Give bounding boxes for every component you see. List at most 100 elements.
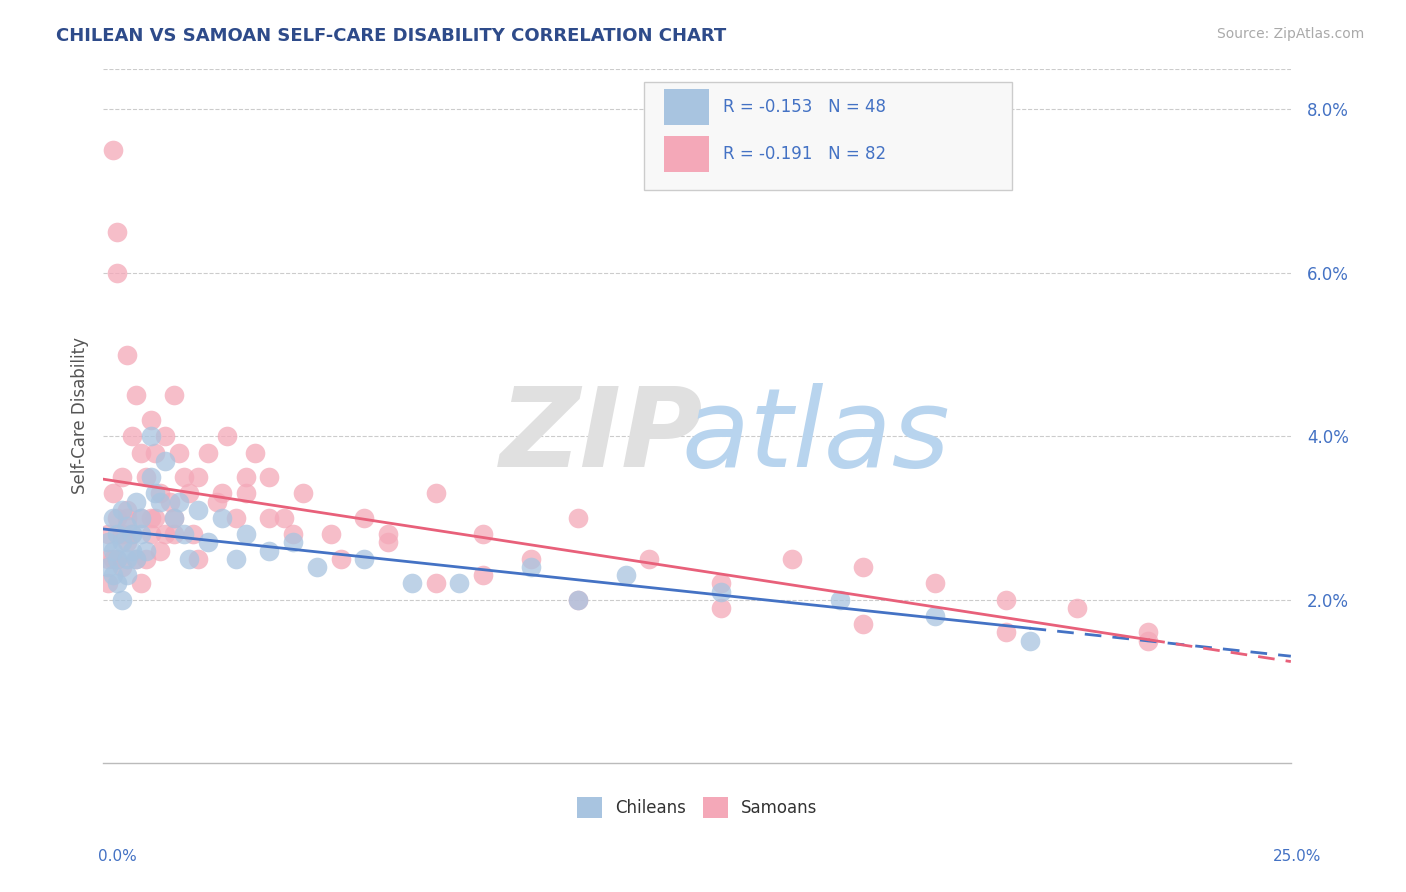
Point: [177, 551, 200, 566]
Point: [828, 592, 851, 607]
Point: [105, 576, 128, 591]
Point: [211, 486, 233, 500]
Text: R = -0.153   N = 48: R = -0.153 N = 48: [723, 98, 886, 117]
Point: [105, 225, 128, 239]
Point: [425, 576, 447, 591]
Point: [638, 551, 661, 566]
Point: [153, 527, 176, 541]
Point: [97, 551, 120, 566]
Point: [273, 511, 295, 525]
Point: [167, 494, 190, 508]
Point: [139, 511, 162, 525]
Point: [614, 568, 637, 582]
Point: [994, 625, 1017, 640]
Point: [187, 503, 209, 517]
Point: [101, 543, 124, 558]
Point: [305, 560, 328, 574]
Point: [97, 560, 120, 574]
Point: [101, 143, 124, 157]
Text: 25.0%: 25.0%: [1274, 849, 1322, 864]
Point: [225, 551, 247, 566]
Point: [111, 560, 134, 574]
Legend: Chileans, Samoans: Chileans, Samoans: [569, 790, 824, 824]
Point: [163, 527, 186, 541]
Point: [149, 486, 172, 500]
Point: [567, 592, 589, 607]
Point: [149, 494, 172, 508]
Point: [129, 511, 152, 525]
Point: [159, 494, 181, 508]
Point: [211, 511, 233, 525]
Point: [111, 470, 134, 484]
Text: 0.0%: 0.0%: [98, 849, 138, 864]
Point: [125, 551, 148, 566]
Point: [101, 486, 124, 500]
Point: [153, 429, 176, 443]
Point: [994, 592, 1017, 607]
Point: [259, 511, 281, 525]
Point: [121, 527, 143, 541]
Point: [121, 543, 143, 558]
Point: [135, 551, 157, 566]
Bar: [664, 136, 709, 172]
Point: [852, 617, 875, 632]
Point: [1137, 633, 1160, 648]
Point: [111, 592, 134, 607]
Point: [125, 388, 148, 402]
Point: [105, 527, 128, 541]
Point: [235, 470, 257, 484]
Text: Source: ZipAtlas.com: Source: ZipAtlas.com: [1216, 27, 1364, 41]
Point: [153, 454, 176, 468]
Point: [139, 429, 162, 443]
Point: [472, 527, 495, 541]
Point: [139, 413, 162, 427]
Point: [97, 576, 120, 591]
Point: [329, 551, 352, 566]
Point: [353, 551, 375, 566]
Point: [215, 429, 238, 443]
Point: [101, 551, 124, 566]
Point: [353, 511, 375, 525]
Point: [197, 535, 219, 549]
Point: [235, 486, 257, 500]
Point: [710, 600, 733, 615]
Point: [115, 503, 138, 517]
Point: [924, 609, 946, 624]
Point: [115, 535, 138, 549]
Point: [243, 445, 266, 459]
Text: ZIP: ZIP: [501, 384, 704, 491]
Point: [449, 576, 471, 591]
Point: [177, 486, 200, 500]
Point: [197, 445, 219, 459]
Point: [259, 543, 281, 558]
Point: [163, 388, 186, 402]
Point: [291, 486, 314, 500]
Point: [115, 551, 138, 566]
Point: [97, 535, 120, 549]
Point: [121, 429, 143, 443]
Point: [105, 551, 128, 566]
Point: [205, 494, 228, 508]
Point: [1137, 625, 1160, 640]
Point: [167, 445, 190, 459]
Point: [105, 511, 128, 525]
Point: [129, 445, 152, 459]
Point: [780, 551, 803, 566]
Point: [183, 527, 205, 541]
Point: [139, 470, 162, 484]
Point: [129, 576, 152, 591]
Point: [125, 551, 148, 566]
Text: atlas: atlas: [682, 384, 950, 491]
Point: [97, 527, 120, 541]
Point: [101, 511, 124, 525]
Point: [924, 576, 946, 591]
Point: [173, 470, 195, 484]
Point: [187, 470, 209, 484]
Point: [187, 551, 209, 566]
Point: [145, 486, 167, 500]
Point: [377, 527, 399, 541]
Point: [129, 527, 152, 541]
Point: [259, 470, 281, 484]
Point: [105, 266, 128, 280]
Point: [111, 527, 134, 541]
